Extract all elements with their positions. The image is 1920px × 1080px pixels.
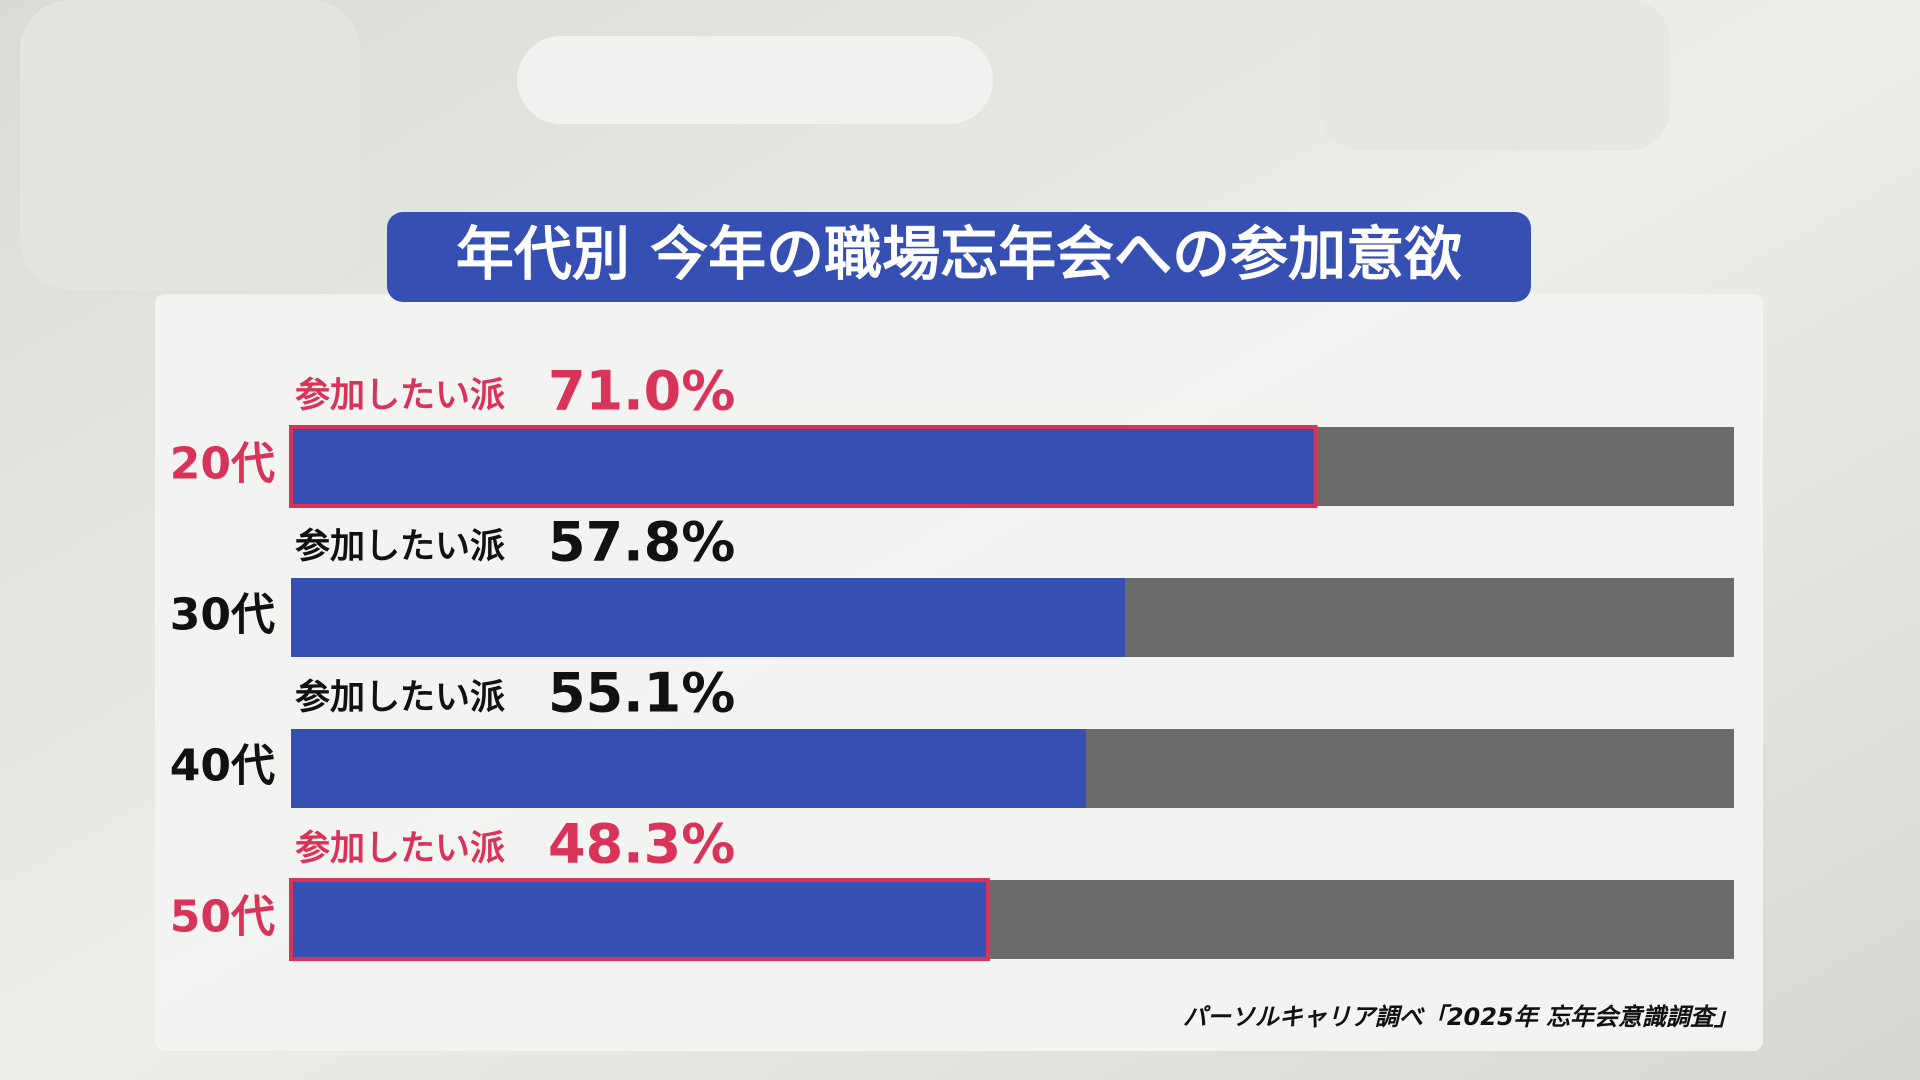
bar <box>289 878 990 961</box>
value-label: 71.0% <box>548 360 735 423</box>
series-label: 参加したい派 <box>295 678 505 718</box>
source: パーソルキャリア調べ「2025年 忘年会意識調査」 <box>1183 1003 1738 1031</box>
title-box <box>387 212 1531 302</box>
value-label: 57.8% <box>548 511 735 574</box>
category-label: 20代 <box>170 439 275 490</box>
bar <box>291 578 1126 657</box>
series-label: 参加したい派 <box>295 829 505 869</box>
category-label: 50代 <box>170 892 275 943</box>
chart-title: 年代別 今年の職場忘年会への参加意欲 <box>456 220 1462 288</box>
decor-pill <box>517 36 993 124</box>
value-label: 48.3% <box>548 813 735 876</box>
decor-block <box>20 0 360 290</box>
decor-block <box>1320 0 1670 150</box>
series-label: 参加したい派 <box>295 527 505 567</box>
bar <box>289 425 1318 508</box>
value-label: 55.1% <box>548 662 735 725</box>
bar <box>291 729 1087 808</box>
category-label: 30代 <box>170 590 275 641</box>
category-label: 40代 <box>170 741 275 792</box>
series-label: 参加したい派 <box>295 376 505 416</box>
